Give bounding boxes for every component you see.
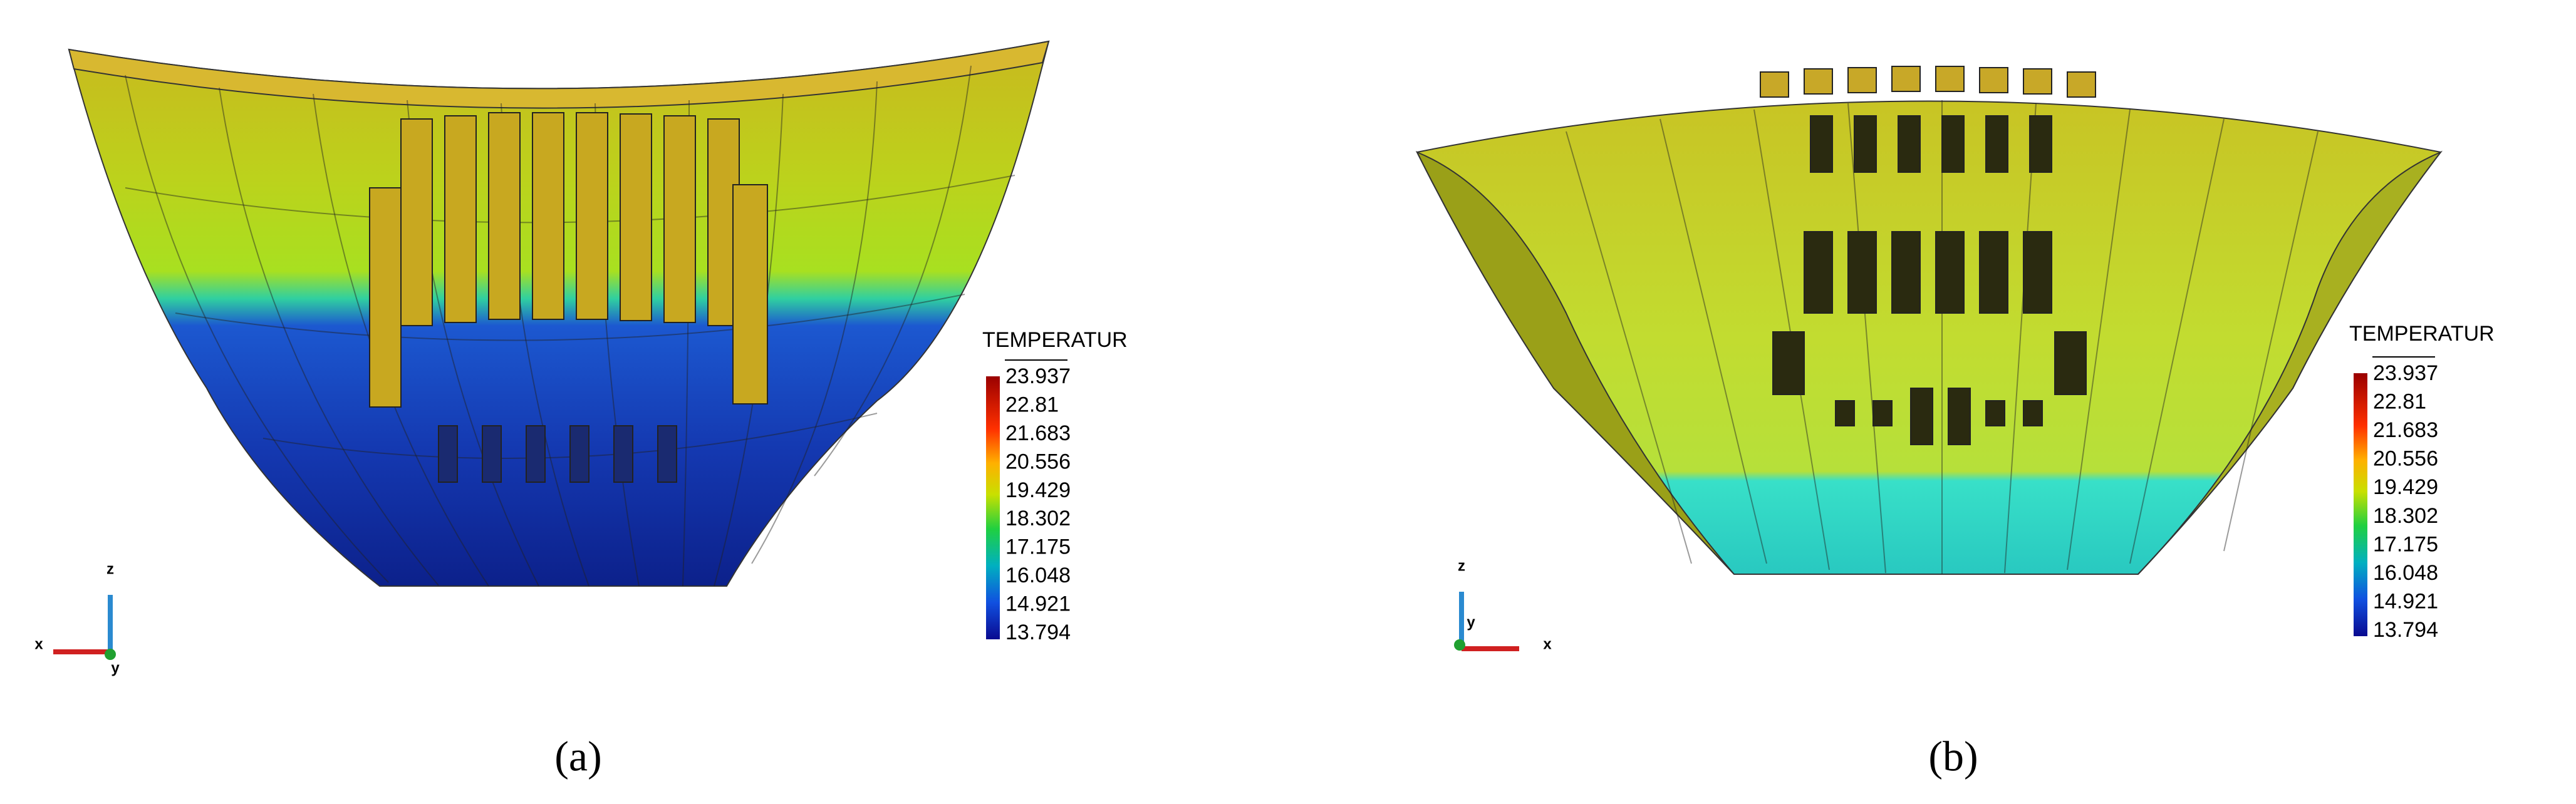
legend-tick-label: 23.937 xyxy=(2373,361,2438,385)
axis-label: y xyxy=(1467,614,1475,631)
axis-label: z xyxy=(106,560,114,577)
legend-tick-label: 19.429 xyxy=(1005,478,1071,502)
legend-tick-label: 14.921 xyxy=(1005,592,1071,616)
legend-tick-label: 19.429 xyxy=(2373,475,2438,499)
axis-label: x xyxy=(1543,636,1552,652)
panel-caption: (b) xyxy=(1928,733,1978,780)
colorbar xyxy=(986,376,1000,639)
legend-title: TEMPERATUR xyxy=(982,328,1128,352)
panel-caption: (a) xyxy=(554,733,601,780)
legend-ticks: 23.937 22.81 21.683 20.556 19.429 18.302 17.17… xyxy=(1005,359,1071,644)
legend-tick-label: 23.937 xyxy=(1005,364,1071,388)
model-a xyxy=(68,40,1050,587)
legend-tick-label: 20.556 xyxy=(1005,450,1071,473)
model-b xyxy=(1415,66,2443,575)
legend-tick-label: 13.794 xyxy=(2373,618,2438,642)
axis-label: y xyxy=(111,659,120,676)
legend-tick-label: 21.683 xyxy=(2373,418,2438,442)
legend-tick-label: 17.175 xyxy=(1005,535,1071,559)
legend-tick-label: 17.175 xyxy=(2373,532,2438,556)
legend-tick-label: 14.921 xyxy=(2373,589,2438,613)
legend-title: TEMPERATUR xyxy=(2349,322,2495,346)
legend-tick-label: 22.81 xyxy=(1005,393,1059,416)
axis-label: z xyxy=(1458,557,1465,574)
legend-tick-label: 16.048 xyxy=(1005,564,1071,587)
legend-ticks: 23.937 22.81 21.683 20.556 19.429 18.302 17.17… xyxy=(2372,356,2438,642)
axis-triad: z x y xyxy=(34,560,120,676)
legend-tick-label: 20.556 xyxy=(2373,447,2438,471)
colorbar xyxy=(2354,373,2367,636)
legend-tick-label: 18.302 xyxy=(1005,507,1071,530)
legend-tick-label: 22.81 xyxy=(2373,390,2426,414)
axis-triad: z y x xyxy=(1454,557,1552,652)
legend-tick-label: 21.683 xyxy=(1005,421,1071,445)
axis-label: x xyxy=(34,636,43,652)
legend-tick-label: 13.794 xyxy=(1005,621,1071,644)
legend-tick-label: 18.302 xyxy=(2373,504,2438,528)
legend-tick-label: 16.048 xyxy=(2373,561,2438,585)
